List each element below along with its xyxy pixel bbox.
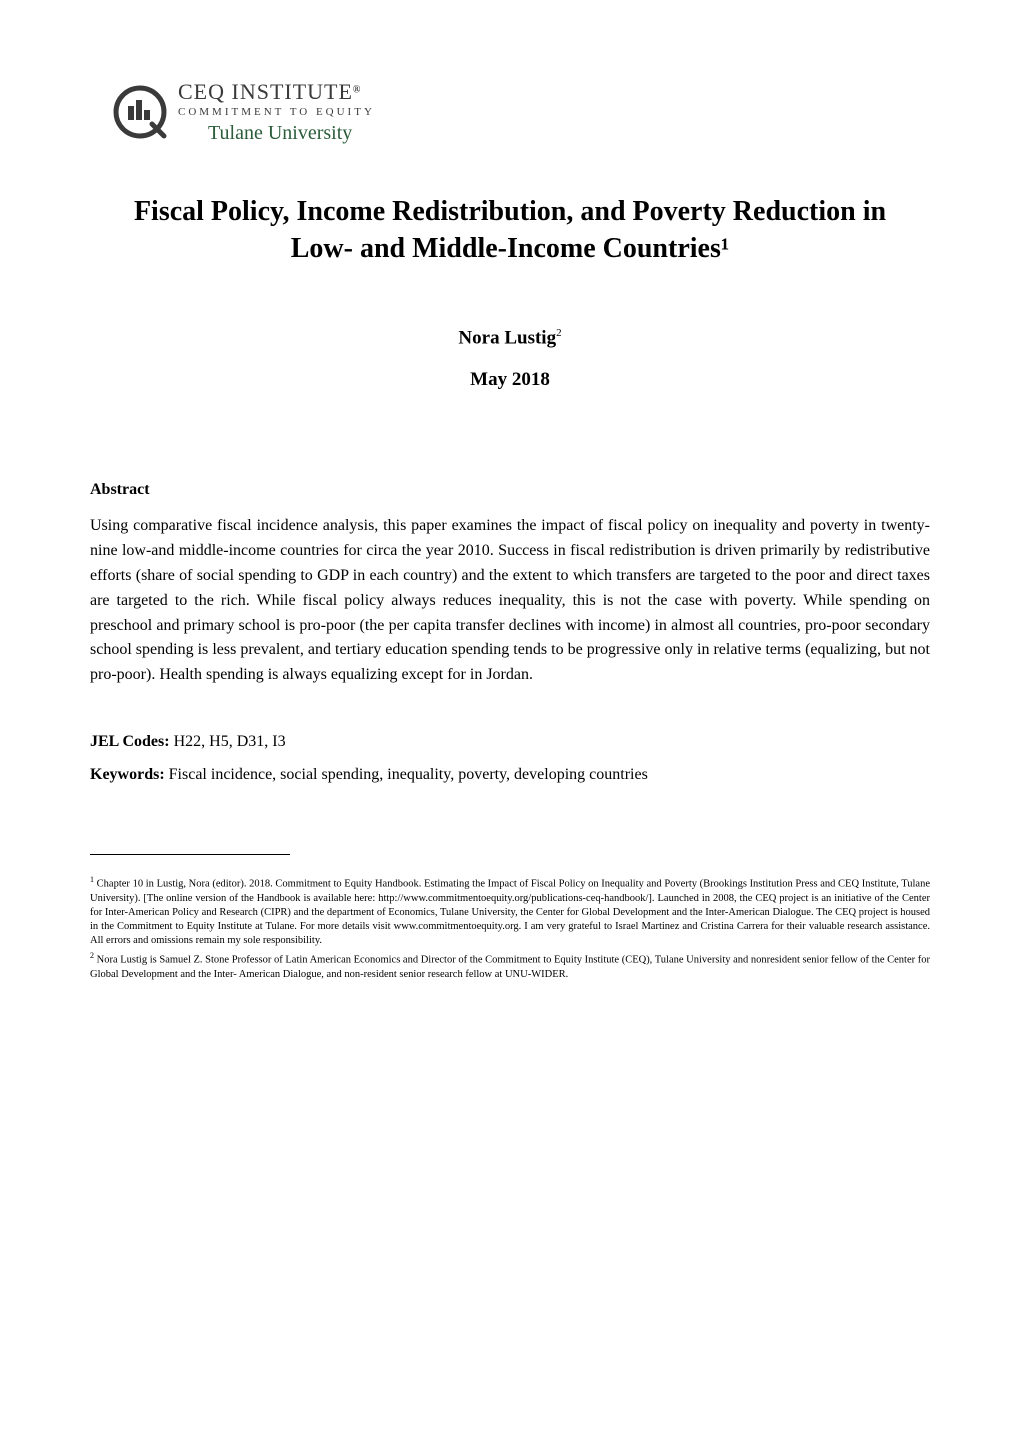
footnote-1-text: Chapter 10 in Lustig, Nora (editor). 201…	[90, 878, 930, 946]
publication-date: May 2018	[90, 369, 930, 391]
keywords-label: Keywords:	[90, 766, 165, 783]
abstract-body: Using comparative fiscal incidence analy…	[90, 514, 930, 688]
jel-codes-text: H22, H5, D31, I3	[174, 733, 286, 750]
footnote-2: 2 Nora Lustig is Samuel Z. Stone Profess…	[90, 951, 930, 982]
logo-main-text: CEQ INSTITUTE®	[178, 80, 375, 104]
author-text: Nora Lustig	[458, 327, 556, 348]
logo-institute-name: CEQ INSTITUTE	[178, 79, 353, 104]
ceq-institute-icon	[110, 82, 170, 142]
footnote-separator	[90, 854, 290, 855]
footnote-2-ref: 2	[90, 951, 94, 960]
paper-title: Fiscal Policy, Income Redistribution, an…	[90, 194, 930, 267]
footnote-1: 1 Chapter 10 in Lustig, Nora (editor). 2…	[90, 875, 930, 948]
logo-subtitle: COMMITMENT TO EQUITY	[178, 106, 375, 118]
footnote-2-text: Nora Lustig is Samuel Z. Stone Professor…	[90, 955, 930, 980]
logo-container: CEQ INSTITUTE® COMMITMENT TO EQUITY Tula…	[110, 80, 930, 144]
ceq-logo: CEQ INSTITUTE® COMMITMENT TO EQUITY Tula…	[110, 80, 930, 144]
author-name: Nora Lustig2	[90, 327, 930, 349]
jel-codes: JEL Codes: H22, H5, D31, I3	[90, 733, 930, 751]
abstract-heading: Abstract	[90, 481, 930, 499]
keywords: Keywords: Fiscal incidence, social spend…	[90, 766, 930, 784]
author-footnote-ref: 2	[556, 327, 562, 339]
logo-university-name: Tulane University	[208, 122, 375, 144]
registered-mark: ®	[353, 85, 361, 96]
footnote-1-ref: 1	[90, 875, 94, 884]
keywords-text: Fiscal incidence, social spending, inequ…	[169, 766, 648, 783]
jel-label: JEL Codes:	[90, 733, 170, 750]
logo-text-block: CEQ INSTITUTE® COMMITMENT TO EQUITY Tula…	[178, 80, 375, 144]
